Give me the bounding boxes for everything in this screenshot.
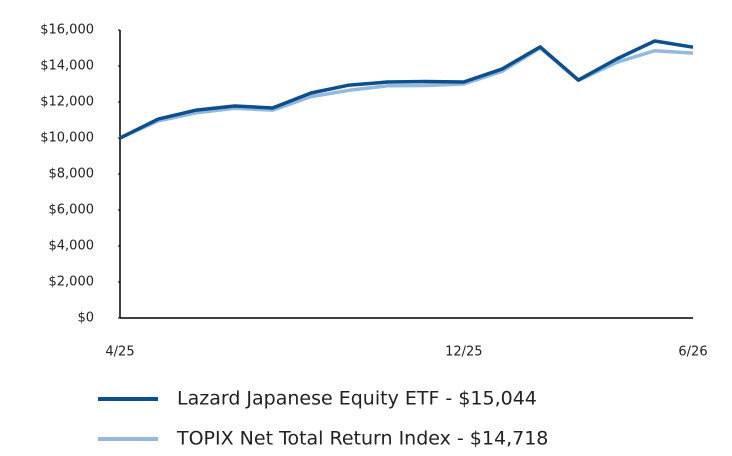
y-tick-label: $16,000 (40, 23, 94, 38)
x-tick-label: 4/25 (105, 345, 134, 360)
y-tick-label: $12,000 (40, 95, 94, 110)
y-tick-label: $14,000 (40, 59, 94, 74)
x-tick-label: 12/25 (445, 345, 482, 360)
y-tick-label: $8,000 (49, 167, 95, 182)
series-line (119, 46, 694, 140)
x-tick-label: 6/26 (678, 345, 707, 360)
y-tick-label: $6,000 (49, 203, 95, 218)
legend-label: TOPIX Net Total Return Index - $14,718 (176, 428, 548, 450)
y-tick-label: $4,000 (49, 239, 95, 254)
series-line (119, 39, 694, 140)
y-tick-label: $10,000 (40, 131, 94, 146)
legend-label: Lazard Japanese Equity ETF - $15,044 (177, 388, 537, 410)
y-tick-label: $2,000 (49, 275, 95, 290)
y-tick-label: $0 (77, 311, 94, 326)
